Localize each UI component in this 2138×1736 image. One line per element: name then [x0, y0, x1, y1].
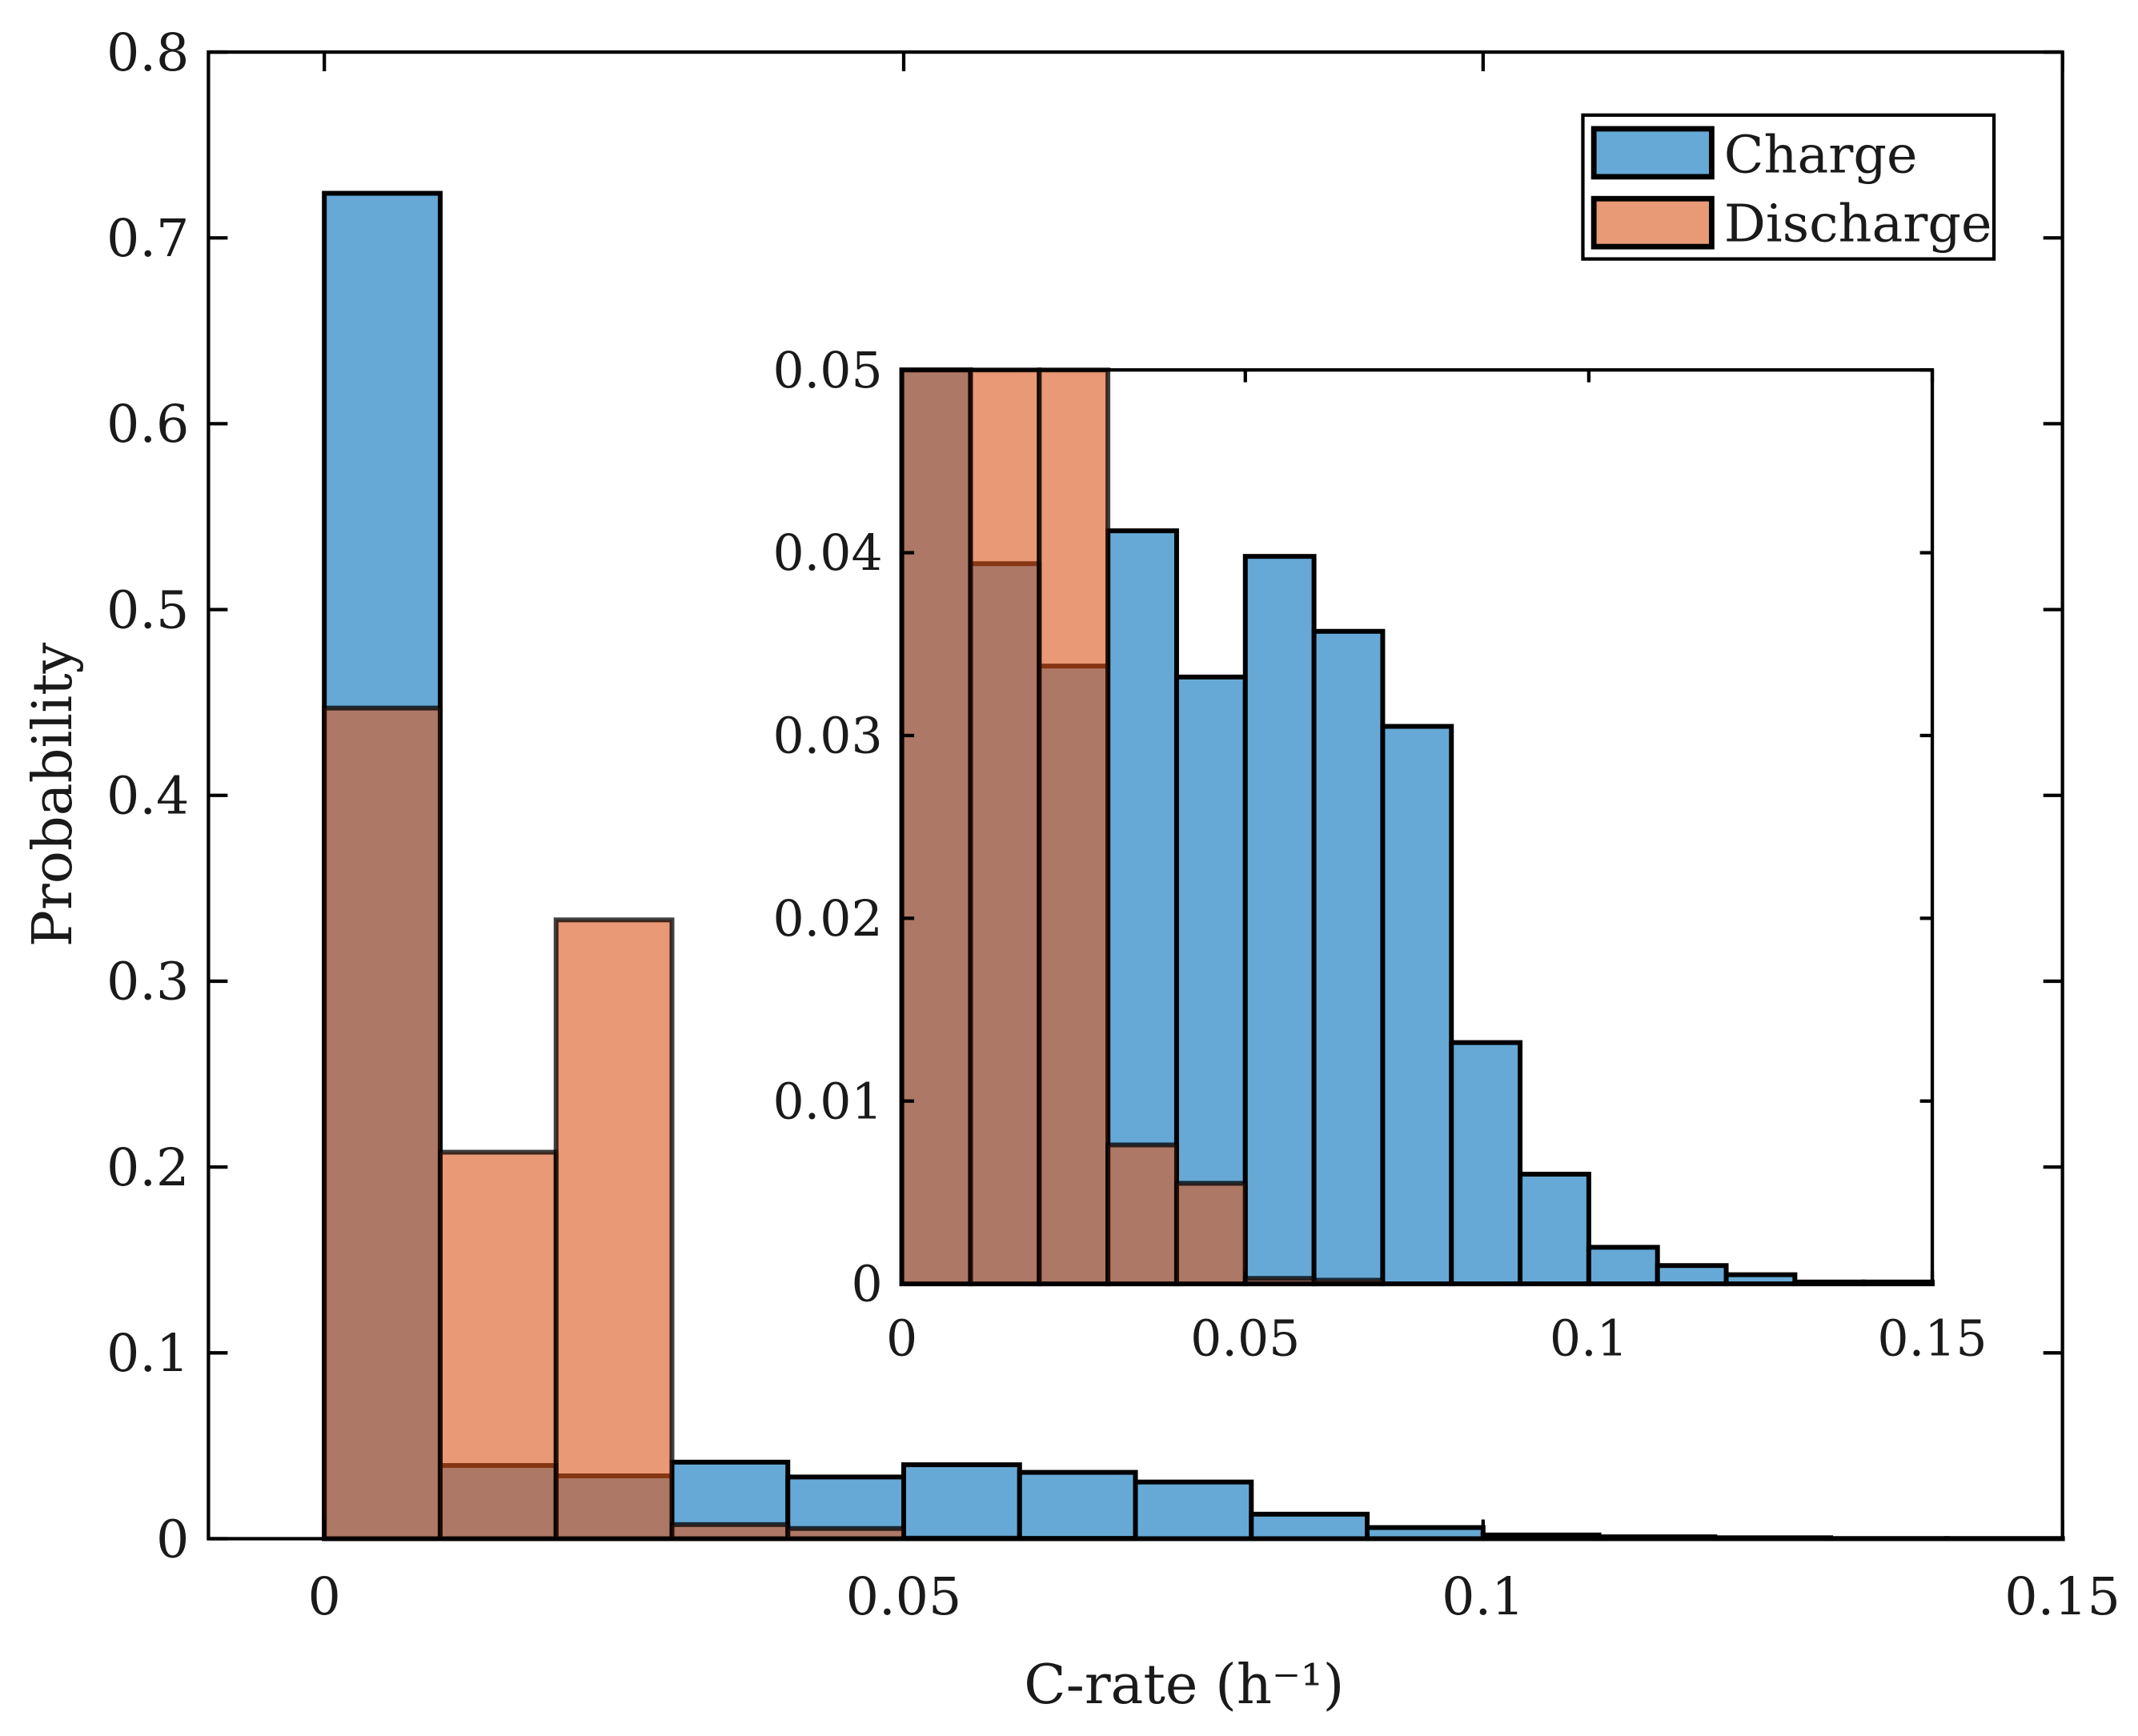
main-x-tick-label: 0.05 [846, 1567, 962, 1627]
inset-x-tick-label: 0.1 [1550, 1309, 1628, 1367]
main-x-tick-label: 0.1 [1442, 1567, 1524, 1627]
inset-x-tick-label: 0.05 [1190, 1309, 1300, 1367]
inset-axes: 0 0.05 0.1 0.15 0 0.01 0.02 0.03 0.04 0.05 [772, 342, 1987, 1368]
main-y-tick-label: 0.6 [106, 395, 189, 455]
main-y-tick-label: 0.1 [106, 1324, 189, 1384]
legend-swatch-charge [1590, 126, 1715, 180]
inset-bar-charge [1518, 1172, 1591, 1287]
main-x-tick-label: 0.15 [2004, 1567, 2120, 1627]
inset-bar-discharge [899, 367, 973, 1287]
main-y-tick-label: 0.7 [106, 209, 189, 269]
inset-x-tick-label: 0.15 [1877, 1309, 1987, 1367]
inset-bar-charge [1655, 1263, 1729, 1287]
inset-y-tick-label: 0 [851, 1256, 882, 1313]
main-bar-discharge [669, 1522, 791, 1542]
inset-bar-charge [1242, 554, 1317, 1287]
legend-label-charge: Charge [1724, 126, 1918, 186]
main-axes: 0 0.05 0.1 0.15 0 0.1 0.2 0.3 0.4 0.5 0.6 0.7 0.8 [106, 23, 2120, 1627]
x-axis-label: C-rate (h⁻¹) [1024, 1653, 1344, 1717]
main-y-tick-label: 0.5 [106, 580, 189, 640]
main-bar-discharge [553, 917, 675, 1542]
y-axis-label: Probability [21, 642, 85, 947]
inset-bar-discharge [968, 367, 1042, 1287]
inset-y-tick-label: 0.04 [772, 524, 882, 582]
inset-bar-charge [1586, 1245, 1660, 1287]
main-bars [322, 190, 2065, 1542]
main-bar-charge [1017, 1469, 1138, 1542]
main-bar-discharge [322, 705, 443, 1542]
inset-bar-discharge [1037, 367, 1111, 1287]
inset-bar-charge [1449, 1040, 1523, 1287]
inset-y-tick-label: 0.05 [772, 342, 882, 399]
inset-bar-discharge [1105, 1142, 1179, 1287]
main-bar-charge [1133, 1479, 1254, 1542]
inset-x-tick-label: 0 [886, 1309, 917, 1367]
inset-bar-discharge [1173, 1181, 1248, 1287]
main-y-tick-label: 0.3 [106, 952, 189, 1012]
main-y-tick-label: 0.4 [106, 767, 189, 827]
inset-y-tick-label: 0.01 [772, 1072, 882, 1130]
main-x-tick-label: 0 [307, 1567, 340, 1627]
legend: Charge Discharge [1581, 113, 1996, 261]
main-y-tick-label: 0.8 [106, 23, 189, 83]
main-y-tick-label: 0.2 [106, 1138, 189, 1198]
main-y-tick-label: 0 [156, 1509, 189, 1570]
inset-chart: 0 0.05 0.1 0.15 0 0.01 0.02 0.03 0.04 0.05 [772, 342, 1987, 1368]
inset-bar-charge [1380, 724, 1454, 1287]
main-bar-discharge [437, 1149, 559, 1542]
main-bar-charge [901, 1462, 1022, 1542]
main-bar-charge [1249, 1511, 1370, 1542]
inset-bar-charge [1311, 628, 1386, 1287]
legend-label-discharge: Discharge [1724, 194, 1992, 254]
inset-axes-frame [900, 368, 1935, 1286]
legend-swatch-discharge [1590, 195, 1715, 250]
inset-y-tick-label: 0.02 [772, 890, 882, 948]
inset-bars [899, 367, 1935, 1287]
inset-y-tick-label: 0.03 [772, 708, 882, 765]
